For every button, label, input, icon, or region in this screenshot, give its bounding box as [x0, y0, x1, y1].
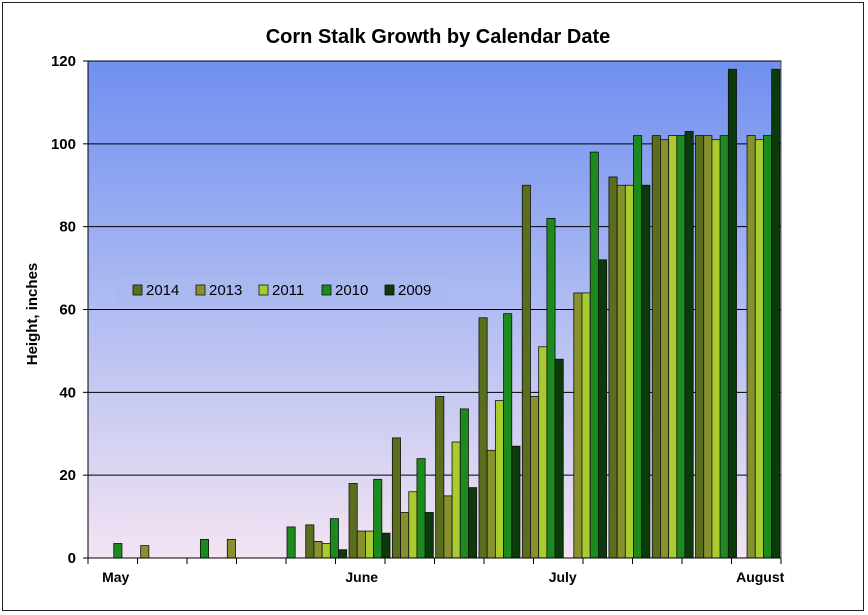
bar-2010-7	[416, 458, 426, 559]
bar-2013-13	[660, 139, 670, 559]
bar-2011-8	[451, 441, 461, 559]
x-tick-label-july: July	[549, 569, 577, 585]
x-tick-label-august: August	[736, 569, 785, 585]
bar-2011-10	[538, 346, 548, 559]
bar-2011-14	[711, 139, 721, 559]
bar-2013-3	[226, 538, 236, 559]
bar-2010-4	[286, 526, 296, 559]
bar-2010-14	[719, 135, 729, 559]
legend-label-2010: 2010	[335, 282, 368, 299]
bar-2013-5	[313, 541, 323, 559]
bar-2009-14	[727, 68, 737, 559]
y-tick-label-60: 60	[59, 302, 76, 319]
bar-2010-13	[676, 135, 686, 559]
bar-2013-14	[703, 135, 713, 559]
legend-label-2011: 2011	[272, 282, 304, 299]
y-axis-label: Height, inches	[24, 263, 41, 366]
chart-title: Corn Stalk Growth by Calendar Date	[266, 26, 611, 48]
legend-swatch-2009	[384, 284, 395, 296]
bar-2011-13	[668, 135, 678, 559]
x-tick-label-june: June	[345, 569, 378, 585]
legend-swatch-2013	[195, 284, 206, 296]
bar-2013-12	[616, 184, 626, 559]
bar-2014-7	[391, 437, 401, 559]
y-tick-label-0: 0	[68, 550, 76, 567]
y-tick-label-20: 20	[59, 467, 76, 484]
bar-2014-6	[348, 483, 358, 559]
bar-2009-7	[424, 512, 434, 559]
bar-2014-5	[305, 524, 315, 559]
bar-2009-5	[338, 549, 348, 559]
bar-2010-9	[503, 313, 513, 559]
bars	[113, 68, 781, 559]
bar-2014-13	[651, 135, 661, 559]
bar-2010-8	[459, 408, 469, 559]
legend-label-2014: 2014	[146, 282, 179, 299]
bar-2010-15	[763, 135, 773, 559]
bar-2009-11	[597, 259, 607, 559]
x-tick-label-may: May	[102, 569, 129, 585]
bar-2011-11	[581, 292, 591, 559]
legend-swatch-2011	[258, 284, 269, 296]
bar-2011-15	[754, 139, 764, 559]
y-tick-label-40: 40	[59, 384, 76, 401]
bar-2010-2	[199, 538, 209, 559]
bar-2009-12	[641, 184, 651, 559]
legend-swatch-2014	[132, 284, 143, 296]
y-tick-label-120: 120	[51, 53, 76, 70]
bar-2010-0	[113, 543, 123, 559]
bar-2010-6	[373, 478, 383, 559]
bar-2010-12	[633, 135, 643, 559]
bar-2013-7	[400, 512, 410, 559]
bar-2011-7	[408, 491, 418, 559]
bar-2009-13	[684, 131, 694, 559]
bar-2013-6	[356, 530, 366, 559]
chart-svg: Corn Stalk Growth by Calendar Date 0 20 40…	[24, 26, 785, 585]
bar-2010-11	[589, 151, 599, 559]
bar-2011-9	[494, 400, 504, 559]
bar-2014-8	[435, 396, 445, 559]
bar-2014-10	[521, 184, 531, 559]
bar-2013-9	[486, 449, 496, 559]
bar-2013-1	[140, 545, 150, 559]
bar-2011-12	[624, 184, 634, 559]
axes: 0 20 40 60 80 100 120 May June July August	[51, 53, 785, 585]
bar-2011-5	[321, 543, 331, 559]
bar-2011-6	[365, 530, 375, 559]
bar-2014-12	[608, 176, 618, 559]
legend: 2014 2013 2011 2010 2009	[117, 276, 449, 304]
legend-label-2013: 2013	[209, 282, 242, 299]
y-tick-label-80: 80	[59, 219, 76, 236]
y-tick-label-100: 100	[51, 136, 76, 153]
bar-2010-10	[546, 217, 556, 559]
legend-swatch-2010	[321, 284, 332, 296]
bar-2014-14	[695, 135, 705, 559]
legend-label-2009: 2009	[398, 282, 431, 299]
bar-2013-8	[443, 495, 453, 559]
bar-2013-11	[573, 292, 583, 559]
bar-2009-9	[511, 445, 521, 559]
bar-2009-10	[554, 358, 564, 559]
bar-2013-15	[746, 135, 756, 559]
bar-2013-10	[530, 396, 540, 559]
bar-2009-6	[381, 532, 391, 559]
bar-2009-8	[468, 487, 478, 559]
bar-2014-9	[478, 317, 488, 559]
bar-2009-15	[771, 68, 781, 559]
bar-2010-5	[329, 518, 339, 559]
